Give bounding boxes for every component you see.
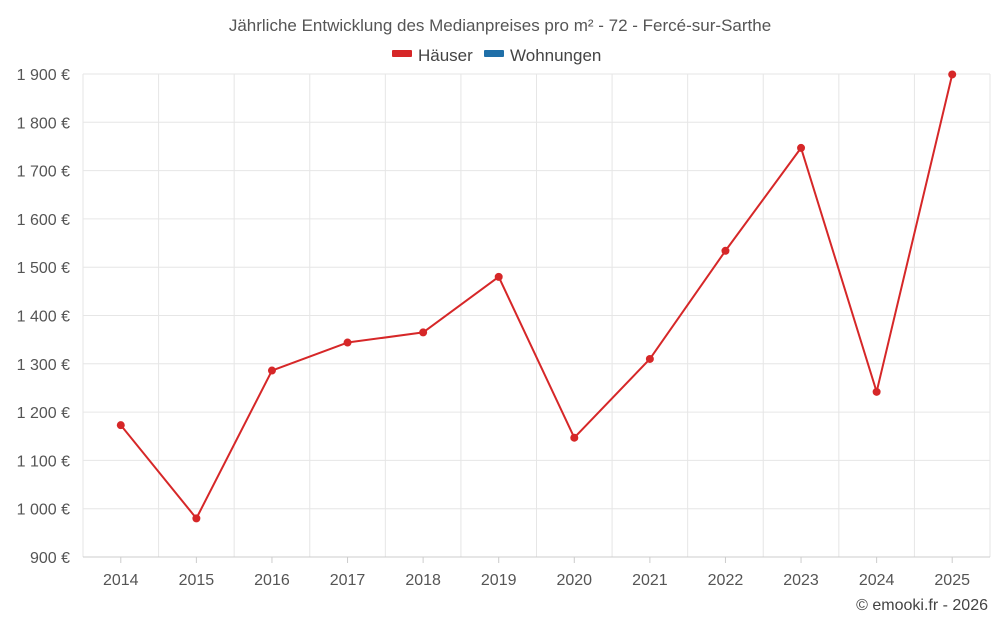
x-tick-label: 2024 — [859, 572, 895, 589]
legend-label-haeuser: Häuser — [418, 46, 473, 65]
y-tick-label: 1 900 € — [17, 67, 70, 84]
data-point[interactable] — [872, 387, 881, 396]
x-tick-label: 2015 — [179, 572, 215, 589]
x-tick-label: 2025 — [934, 572, 970, 589]
series-line-0 — [120, 74, 954, 520]
y-tick-label: 1 000 € — [17, 502, 70, 519]
legend-item-haeuser[interactable]: Häuser — [392, 46, 473, 65]
data-point[interactable] — [192, 514, 201, 523]
series-haeuser — [116, 70, 957, 523]
x-tick-label: 2022 — [708, 572, 744, 589]
data-point[interactable] — [645, 354, 654, 363]
y-tick-label: 1 100 € — [17, 453, 70, 470]
legend-label-wohnungen: Wohnungen — [510, 46, 601, 65]
y-tick-label: 1 400 € — [17, 309, 70, 326]
y-tick-label: 1 200 € — [17, 405, 70, 422]
data-point[interactable] — [419, 328, 428, 337]
legend-swatch-wohnungen — [484, 50, 504, 57]
legend: Häuser Wohnungen — [392, 46, 601, 65]
y-tick-label: 1 600 € — [17, 212, 70, 229]
y-tick-label: 1 300 € — [17, 357, 70, 374]
chart-title: Jährliche Entwicklung des Medianpreises … — [229, 16, 771, 35]
data-point[interactable] — [116, 421, 125, 430]
y-tick-label: 1 700 € — [17, 164, 70, 181]
x-tick-label: 2023 — [783, 572, 819, 589]
data-point[interactable] — [948, 70, 957, 79]
data-point[interactable] — [721, 246, 730, 255]
credit-text: © emooki.fr - 2026 — [856, 597, 988, 614]
data-point[interactable] — [494, 272, 503, 281]
x-gridlines — [82, 74, 991, 557]
data-point[interactable] — [343, 338, 352, 347]
x-tick-label: 2018 — [405, 572, 441, 589]
data-point[interactable] — [797, 143, 806, 152]
x-tick-label: 2021 — [632, 572, 668, 589]
x-tick-label: 2017 — [330, 572, 366, 589]
legend-item-wohnungen[interactable]: Wohnungen — [484, 46, 601, 65]
y-tick-label: 900 € — [30, 550, 70, 567]
y-tick-label: 1 800 € — [17, 115, 70, 132]
legend-swatch-haeuser — [392, 50, 412, 57]
x-tick-label: 2020 — [556, 572, 592, 589]
y-tick-label: 1 500 € — [17, 260, 70, 277]
x-axis-ticks: 2014 2015 2016 2017 2018 2019 2020 2021 2022 2023… — [103, 557, 970, 589]
x-tick-label: 2016 — [254, 572, 290, 589]
x-tick-label: 2014 — [103, 572, 139, 589]
data-point[interactable] — [267, 366, 276, 375]
data-point[interactable] — [570, 433, 579, 442]
y-axis-ticks: 900 € 1 000 € 1 100 € 1 200 € 1 300 € 1 400 €… — [17, 67, 70, 567]
x-tick-label: 2019 — [481, 572, 517, 589]
